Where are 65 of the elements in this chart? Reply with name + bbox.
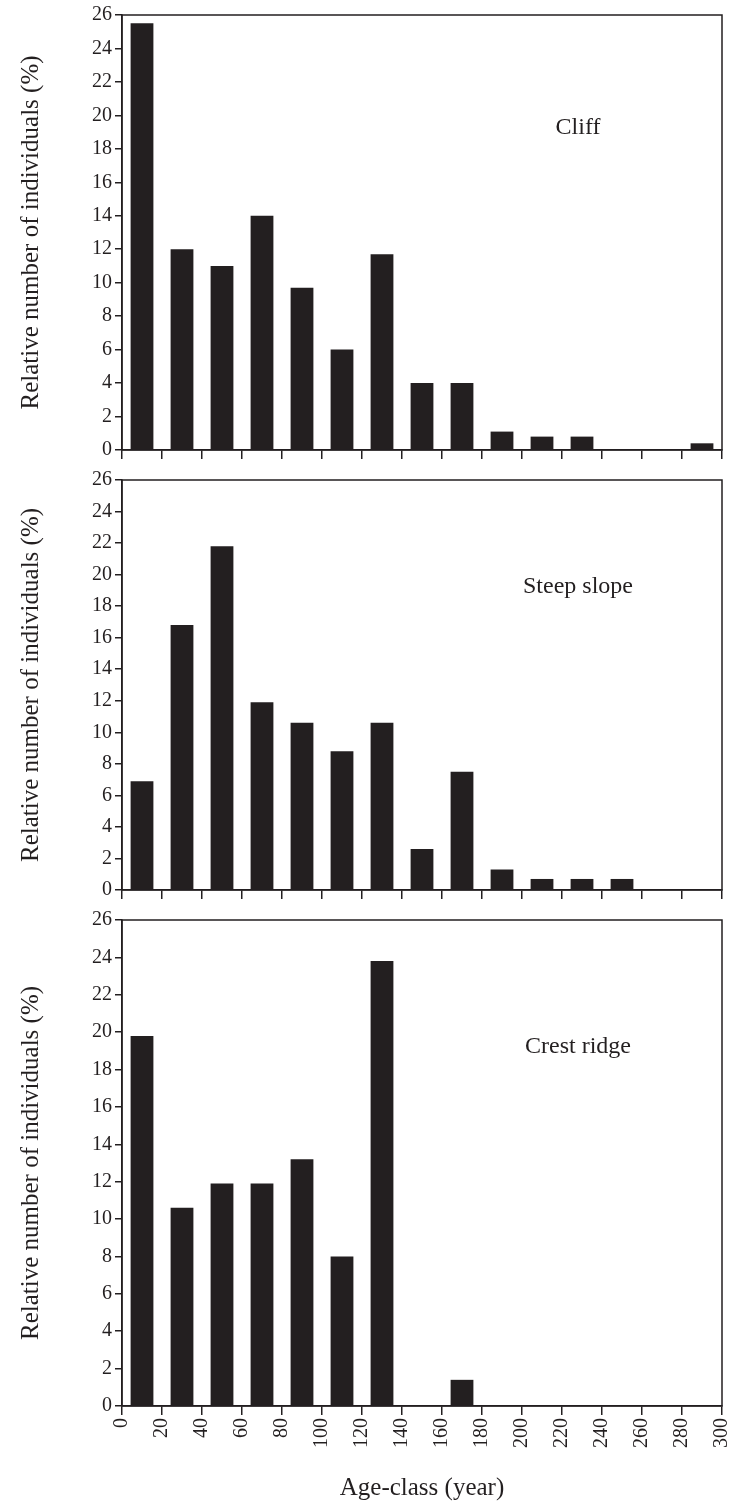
x-tick-label: 40 — [189, 1418, 212, 1438]
y-tick-label: 26 — [92, 467, 112, 490]
y-tick-label: 12 — [92, 1168, 112, 1191]
y-tick-label: 24 — [92, 944, 112, 967]
y-tick-label: 20 — [92, 1019, 112, 1042]
y-tick-label: 18 — [92, 593, 112, 616]
y-tick-label: 14 — [92, 656, 112, 679]
y-tick-label: 16 — [92, 624, 112, 647]
y-tick-label: 24 — [92, 498, 112, 521]
y-tick-label: 2 — [102, 1355, 112, 1378]
y-tick-label: 14 — [92, 1131, 112, 1154]
y-tick-label: 4 — [102, 370, 112, 393]
y-tick-label: 6 — [102, 336, 112, 359]
y-tick-label: 14 — [92, 203, 112, 226]
y-tick-label: 8 — [102, 303, 112, 326]
y-tick-label: 18 — [92, 1056, 112, 1079]
x-tick-label: 140 — [389, 1418, 412, 1448]
y-tick-label: 16 — [92, 1094, 112, 1117]
y-axis-title: Relative number of individuals (%) — [15, 985, 44, 1341]
annotation: Steep slope — [523, 571, 633, 598]
y-tick-label: 22 — [92, 69, 112, 92]
x-tick-label: 280 — [669, 1418, 692, 1448]
x-tick-label: 180 — [469, 1418, 492, 1448]
y-tick-label: 6 — [102, 1281, 112, 1304]
x-tick-label: 0 — [109, 1418, 132, 1428]
y-tick-label: 0 — [102, 1393, 112, 1416]
y-tick-label: 2 — [102, 403, 112, 426]
y-tick-label: 2 — [102, 845, 112, 868]
x-axis-title: Age-class (year) — [339, 1472, 505, 1501]
y-axis-title: Relative number of individuals (%) — [15, 507, 44, 863]
y-tick-label: 4 — [102, 814, 112, 837]
x-tick-label: 300 — [709, 1418, 732, 1448]
y-tick-label: 0 — [102, 437, 112, 460]
y-tick-label: 20 — [92, 102, 112, 125]
y-tick-label: 0 — [102, 877, 112, 900]
x-tick-label: 80 — [269, 1418, 292, 1438]
y-tick-label: 26 — [92, 907, 112, 930]
y-tick-label: 4 — [102, 1318, 112, 1341]
x-tick-label: 220 — [549, 1418, 572, 1448]
y-tick-label: 20 — [92, 561, 112, 584]
y-tick-label: 22 — [92, 530, 112, 553]
y-tick-label: 8 — [102, 1243, 112, 1266]
y-tick-label: 10 — [92, 269, 112, 292]
y-tick-label: 26 — [92, 2, 112, 25]
y-tick-label: 22 — [92, 982, 112, 1005]
y-tick-label: 10 — [92, 719, 112, 742]
y-tick-label: 18 — [92, 136, 112, 159]
x-tick-label: 160 — [429, 1418, 452, 1448]
y-tick-label: 10 — [92, 1206, 112, 1229]
annotation: Crest ridge — [525, 1031, 631, 1058]
x-tick-label: 60 — [229, 1418, 252, 1438]
x-tick-label: 100 — [309, 1418, 332, 1448]
y-tick-label: 24 — [92, 35, 112, 58]
y-tick-label: 12 — [92, 688, 112, 711]
y-tick-label: 8 — [102, 751, 112, 774]
x-tick-label: 200 — [509, 1418, 532, 1448]
x-tick-label: 120 — [349, 1418, 372, 1448]
y-axis-title: Relative number of individuals (%) — [15, 55, 44, 410]
x-tick-label: 240 — [589, 1418, 612, 1448]
x-tick-label: 20 — [149, 1418, 172, 1438]
annotation: Cliff — [555, 113, 601, 140]
y-tick-label: 16 — [92, 169, 112, 192]
y-tick-label: 6 — [102, 782, 112, 805]
y-tick-label: 12 — [92, 236, 112, 259]
x-tick-label: 260 — [629, 1418, 652, 1448]
